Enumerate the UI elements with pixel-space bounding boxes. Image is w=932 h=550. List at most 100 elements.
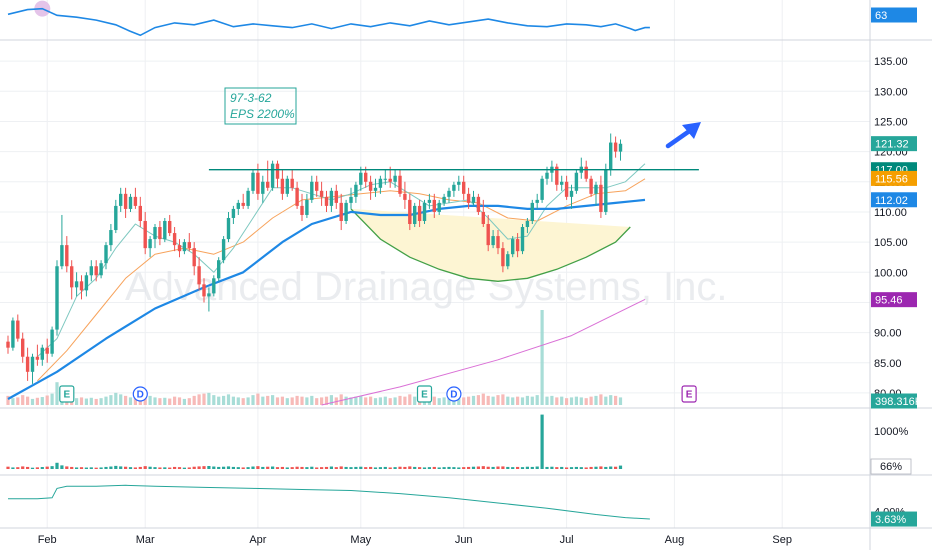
candle-body xyxy=(89,266,93,276)
candle-body xyxy=(310,181,314,200)
volume-bar xyxy=(251,395,255,405)
vol-pct-bar xyxy=(158,467,162,469)
candle-body xyxy=(94,266,98,276)
candle-body xyxy=(481,211,485,225)
vol-pct-bar xyxy=(207,465,211,469)
vol-pct-bar xyxy=(501,466,505,469)
volume-bar xyxy=(364,397,368,405)
volume-bar xyxy=(16,397,20,405)
vol-pct-bar xyxy=(192,466,196,469)
candle-body xyxy=(21,338,25,357)
candle-body xyxy=(104,245,108,264)
volume-bar xyxy=(280,396,284,405)
candle-body xyxy=(138,205,142,221)
price-tag: 115.56 xyxy=(875,173,908,185)
vol-pct-bar xyxy=(383,466,387,469)
vol-pct-bar xyxy=(437,467,441,469)
candle-body xyxy=(261,181,265,194)
candle-body xyxy=(437,202,441,212)
volume-bar xyxy=(354,396,358,405)
event-label: D xyxy=(137,390,144,401)
candle-body xyxy=(349,196,353,203)
candle-body xyxy=(408,199,412,225)
volume-bar xyxy=(614,395,618,405)
candle-body xyxy=(177,245,182,252)
volume-bar xyxy=(50,393,54,405)
volume-bar xyxy=(467,396,471,405)
volume-bar xyxy=(501,394,505,405)
vol-pct-bar xyxy=(388,467,392,469)
volume-bar xyxy=(589,396,593,405)
volume-bar xyxy=(525,395,529,405)
vol-pct-bar xyxy=(266,466,270,469)
vol-pct-bar xyxy=(70,466,74,469)
volume-bar xyxy=(545,396,549,405)
candle-body xyxy=(545,172,549,179)
vol-pct-bar xyxy=(11,467,15,469)
price-tick-label: 90.00 xyxy=(874,328,902,340)
candle-body xyxy=(329,190,334,206)
candle-body xyxy=(305,199,309,215)
vol-pct-bar xyxy=(290,467,294,469)
volume-bar xyxy=(609,395,613,405)
vol-pct-tag: 66% xyxy=(880,461,902,473)
volume-bar xyxy=(285,398,289,405)
vol-pct-bar xyxy=(153,467,157,469)
vol-pct-bar xyxy=(349,467,353,469)
candle-body xyxy=(378,178,383,188)
candle-body xyxy=(442,196,446,203)
volume-bar xyxy=(481,393,485,405)
vol-pct-bar xyxy=(579,467,583,469)
candle-body xyxy=(99,263,103,276)
volume-bar xyxy=(383,396,387,405)
vol-pct-bar xyxy=(246,467,250,469)
volume-bar xyxy=(177,397,182,405)
volume-bar xyxy=(89,397,93,405)
vol-pct-bar xyxy=(447,466,451,469)
volume-bar xyxy=(329,395,333,405)
candle-body xyxy=(35,356,40,360)
candle-body xyxy=(511,239,515,255)
vol-pct-bar xyxy=(231,466,235,469)
vol-pct-bar xyxy=(398,466,402,469)
price-tag: 95.46 xyxy=(875,295,903,307)
candle-body xyxy=(373,187,378,191)
candle-body xyxy=(148,239,152,249)
candle-body xyxy=(403,193,407,200)
vol-pct-bar xyxy=(168,467,172,469)
vol-pct-bar xyxy=(173,466,177,469)
event-label: E xyxy=(63,390,70,401)
volume-bar xyxy=(275,397,280,405)
volume-bar xyxy=(104,396,108,405)
candle-body xyxy=(604,169,608,212)
volume-bar xyxy=(349,397,353,405)
vol-pct-bar xyxy=(496,466,500,469)
volume-bar xyxy=(359,395,363,405)
volume-bar xyxy=(437,398,441,405)
vol-pct-bar xyxy=(89,467,93,469)
candle-body xyxy=(60,245,64,267)
volume-bar xyxy=(35,397,39,405)
vol-pct-bar xyxy=(467,466,471,469)
vol-pct-bar xyxy=(339,466,343,469)
candle-body xyxy=(413,205,417,225)
volume-bar xyxy=(594,395,598,405)
candle-body xyxy=(275,163,280,179)
candle-body xyxy=(251,172,255,191)
candle-body xyxy=(432,199,436,212)
vol-pct-bar xyxy=(618,465,623,469)
volume-bar xyxy=(540,310,544,405)
price-tag: 112.02 xyxy=(875,195,908,207)
volume-bar xyxy=(403,396,407,405)
vol-pct-bar xyxy=(609,466,613,469)
vol-pct-bar xyxy=(128,467,133,469)
atr-line xyxy=(8,484,650,520)
candle-body xyxy=(295,187,299,206)
volume-bar xyxy=(476,395,480,405)
volume-bar xyxy=(604,396,608,405)
candle-body xyxy=(153,227,157,240)
vol-pct-bar xyxy=(364,467,368,469)
dividend-marker xyxy=(446,386,462,402)
candle-body xyxy=(16,320,20,339)
